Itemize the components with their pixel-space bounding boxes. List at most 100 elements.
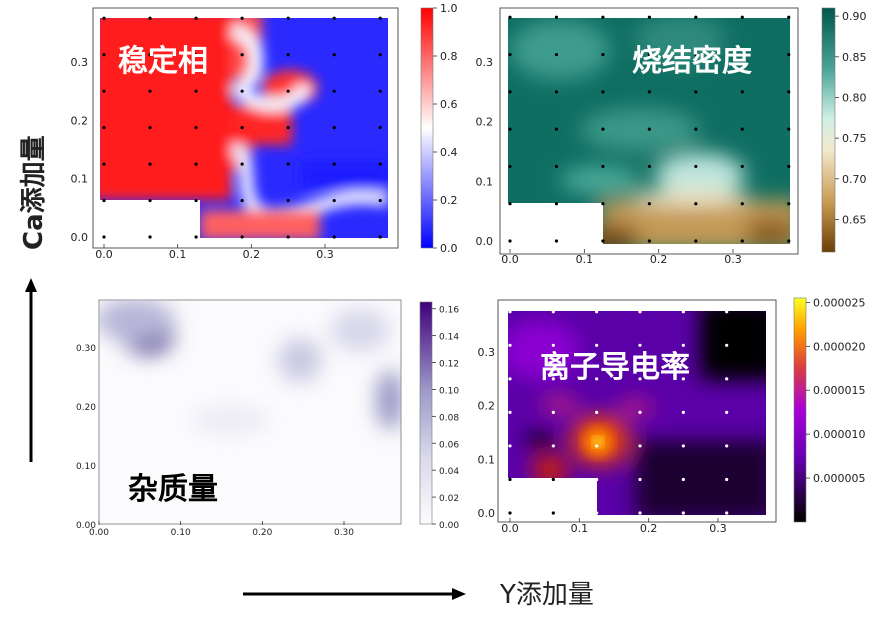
sample-point (694, 164, 698, 169)
sample-point (768, 410, 772, 414)
y-tick-label: 0.1 (476, 175, 494, 188)
y-tick-label: 0.0 (476, 235, 494, 248)
sample-point (148, 235, 152, 239)
heatmap-impurity (99, 300, 401, 434)
y-tick-label: 0.10 (76, 462, 96, 472)
sample-point (787, 202, 791, 206)
sample-point (286, 89, 290, 93)
panel-impurity: 杂质量 0.00 0.10 0.20 0.30 0.00 0.10 0.20 0.30 0.… (76, 299, 459, 538)
x-tick-label: 0.2 (640, 522, 658, 535)
x-tick-label: 0.1 (169, 248, 187, 261)
sample-point (508, 202, 512, 206)
x-tick-label: 0.00 (89, 528, 109, 538)
x-tick-label: 0.2 (243, 248, 261, 261)
x-ticks: 0.0 0.1 0.2 0.3 (95, 244, 334, 261)
sample-point (102, 53, 106, 57)
sample-point (768, 511, 772, 515)
sample-point (725, 377, 729, 381)
sample-point (286, 126, 290, 130)
colorbar-tick-label: 0.75 (842, 132, 867, 145)
sample-point (638, 444, 642, 448)
sample-point (740, 52, 744, 57)
x-tick-label: 0.1 (576, 253, 594, 266)
sample-point (725, 511, 729, 515)
sample-point (681, 343, 685, 347)
sample-point (725, 410, 729, 414)
panel-ionic-conductivity: 离子导电率 0.0 0.1 0.2 0.3 0.0 0.1 0.2 0.3 0.000005… (478, 296, 866, 535)
sample-point (595, 343, 599, 347)
colorbar (793, 297, 807, 523)
sample-point (194, 89, 198, 93)
sample-point (332, 162, 336, 166)
y-tick-label: 0.1 (71, 173, 89, 186)
sample-point (194, 126, 198, 130)
colorbar-tick-label: 0.6 (440, 98, 458, 111)
sample-point (508, 477, 512, 482)
sample-point (148, 53, 152, 57)
sample-point (554, 90, 559, 94)
sample-point (102, 162, 106, 166)
sample-point (102, 198, 106, 203)
colorbar-tick-label: 0.04 (439, 467, 459, 477)
sample-point (681, 310, 685, 314)
y-tick-label: 0.2 (476, 116, 494, 129)
colorbar-tick-label: 0.000010 (813, 428, 866, 441)
x-tick-label: 0.3 (709, 522, 727, 535)
sample-point (647, 52, 651, 57)
sample-point (551, 377, 555, 381)
x-tick-label: 0.3 (316, 248, 334, 261)
sample-point (647, 15, 651, 19)
sample-point (194, 162, 198, 166)
sample-points (508, 15, 791, 243)
sample-point (647, 164, 651, 169)
sample-point (647, 127, 651, 131)
sample-point (508, 52, 512, 57)
sample-point (601, 52, 605, 57)
y-axis-arrow (25, 278, 37, 462)
y-tick-label: 0.0 (71, 231, 89, 244)
colorbar-tick-label: 0.10 (439, 386, 459, 396)
x-tick-label: 0.3 (724, 253, 742, 266)
sample-point (508, 444, 512, 448)
sample-point (508, 164, 512, 169)
sample-point (595, 477, 599, 482)
colorbar-tick-label: 0.000020 (813, 340, 866, 353)
sample-point (681, 477, 685, 482)
sample-point (595, 444, 599, 448)
sample-point (638, 477, 642, 482)
sample-point (787, 239, 791, 243)
chart-title: 烧结密度 (632, 44, 752, 79)
sample-point (694, 202, 698, 206)
sample-point (378, 16, 382, 20)
panel-sintered-density: 烧结密度 0.0 0.1 0.2 0.3 0.00.10.20.3 0.650.700… (476, 7, 867, 266)
sample-point (638, 343, 642, 347)
chart-title: 杂质量 (128, 472, 218, 507)
y-tick-label: 0.00 (76, 521, 96, 531)
colorbar-ticks: 0.00 0.02 0.04 0.06 0.08 0.10 0.12 0.14 0.16 (432, 306, 459, 531)
sample-point (601, 15, 605, 19)
sample-point (194, 198, 198, 203)
sample-point (378, 126, 382, 130)
colorbar-tick-label: 0.85 (842, 51, 867, 64)
sample-point (240, 53, 244, 57)
sample-point (508, 511, 512, 515)
sample-point (787, 90, 791, 94)
sample-point (595, 310, 599, 314)
sample-point (240, 126, 244, 130)
chart-title: 离子导电率 (540, 350, 690, 385)
colorbar-tick-label: 0.8 (440, 50, 458, 63)
sample-point (148, 89, 152, 93)
sample-point (787, 52, 791, 57)
colorbar-tick-label: 0.00 (439, 521, 459, 531)
sample-point (694, 127, 698, 131)
sample-points (508, 310, 772, 515)
sample-point (148, 162, 152, 166)
sample-point (240, 235, 244, 239)
colorbar-tick-label: 0.06 (439, 440, 459, 450)
sample-point (551, 477, 555, 482)
colorbar-tick-label: 0.65 (842, 213, 867, 226)
x-ticks: 0.0 0.1 0.2 0.3 (501, 518, 727, 535)
sample-point (332, 126, 336, 130)
x-tick-label: 0.10 (171, 528, 191, 538)
sample-point (551, 444, 555, 448)
